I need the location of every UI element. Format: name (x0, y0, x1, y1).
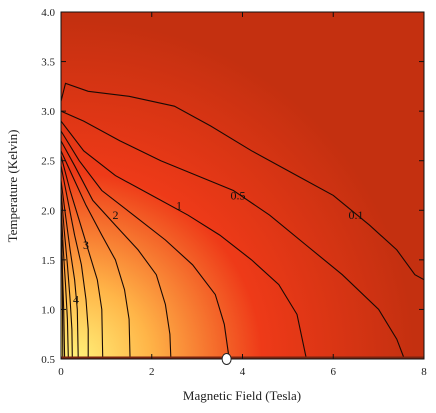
contour-line-2-5 (61, 150, 131, 358)
contour-line-4-5 (61, 190, 73, 358)
contour-lines (61, 82, 424, 358)
y-tick-label: 2.5 (41, 156, 55, 168)
x-tick-label: 6 (331, 366, 337, 378)
contour-labels: 0.1 0.5 1 2 3 4 (73, 188, 363, 306)
contour-line-0-1 (61, 82, 424, 281)
field-marker (221, 353, 232, 365)
contour-label-3: 3 (83, 238, 89, 252)
y-tick-label: 3.5 (41, 57, 55, 69)
y-axis-label: Temperature (Kelvin) (5, 130, 20, 243)
contour-label-1: 1 (176, 198, 182, 212)
contour-line-1 (61, 120, 307, 358)
axis-ticks (60, 11, 425, 360)
x-tick-label: 2 (149, 366, 155, 378)
y-tick-label: 4.0 (41, 7, 55, 19)
plot-area (61, 12, 424, 359)
contour-line-6 (61, 239, 64, 358)
contour-line-5 (61, 205, 69, 358)
y-tick-labels: 0.5 1.0 1.5 2.0 2.5 3.0 3.5 4.0 (41, 7, 55, 366)
contour-label-0-1: 0.1 (348, 208, 363, 222)
x-tick-label: 0 (58, 366, 64, 378)
y-tick-label: 0.5 (41, 354, 55, 366)
y-tick-label: 3.0 (41, 106, 55, 118)
contour-label-0-5: 0.5 (230, 188, 245, 202)
x-axis-label: Magnetic Field (Tesla) (183, 388, 301, 403)
contour-line-3-5 (61, 165, 89, 357)
y-tick-label: 1.0 (41, 304, 55, 316)
x-tick-labels: 0 2 4 6 8 (58, 366, 427, 378)
contour-line-2 (61, 140, 172, 358)
y-tick-label: 2.0 (41, 205, 55, 217)
contour-label-4: 4 (73, 293, 79, 307)
contour-line-4 (61, 180, 79, 358)
contour-line-0-5 (61, 110, 405, 358)
x-tick-label: 8 (421, 366, 427, 378)
y-tick-label: 1.5 (41, 255, 55, 267)
contour-line-3 (61, 155, 104, 358)
x-tick-label: 4 (240, 366, 246, 378)
contour-label-2: 2 (112, 208, 118, 222)
contour-line-1-5 (61, 130, 230, 358)
